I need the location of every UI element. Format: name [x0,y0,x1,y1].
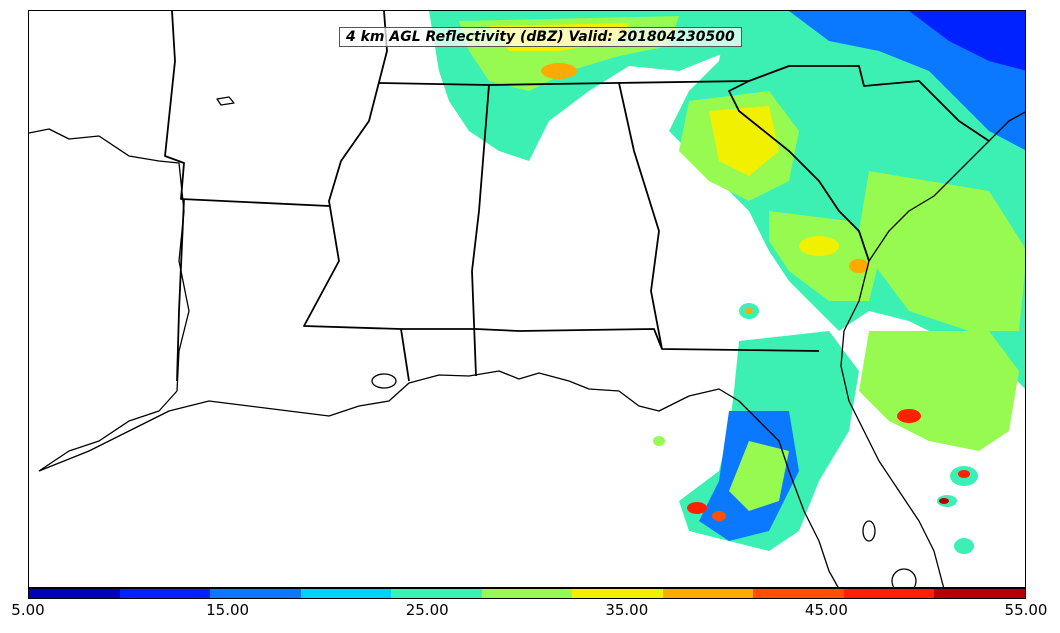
colorbar-swatch [481,589,573,598]
reflectivity-region-atlantic [859,331,1019,451]
state-borders [164,11,990,382]
colorbar-swatch [391,589,482,598]
reflectivity-cell [897,409,921,423]
reflectivity-cell [712,511,726,521]
coastline [868,111,1025,262]
lake [216,96,235,106]
reflectivity-cell [687,502,707,514]
state-border [164,11,330,207]
colorbar-swatch [843,589,935,598]
reflectivity-cell [799,236,839,256]
island [891,568,917,587]
colorbar-swatch [300,589,392,598]
reflectivity-cell [958,470,970,478]
coastline [29,128,190,472]
state-border [378,80,750,86]
colorbar-swatch [210,589,301,598]
colorbar-tick-label: 45.00 [804,601,848,619]
reflectivity-region-georgia-core [709,106,779,176]
state-border [303,11,410,382]
state-border [401,328,820,352]
colorbar-swatch [662,589,754,598]
reflectivity-cell [745,308,753,314]
colorbar-swatch [572,589,663,598]
coastline [840,260,945,587]
map-title: 4 km AGL Reflectivity (dBZ) Valid: 20180… [339,27,742,47]
reflectivity-cell [849,259,869,273]
state-border [728,80,870,262]
reflectivity-region-northeast-deep [909,11,1025,71]
colorbar-swatch [29,589,120,598]
reflectivity-region-carolina [859,171,1025,331]
island [371,373,397,389]
map-canvas [29,11,1025,587]
colorbar-swatch [934,589,1026,598]
map-panel: 4 km AGL Reflectivity (dBZ) Valid: 20180… [28,10,1026,588]
island [862,520,876,542]
colorbar-tick-label: 55.00 [1004,601,1048,619]
reflectivity-region-florida-core [729,441,789,511]
colorbar-tick-label: 15.00 [206,601,250,619]
state-border [618,82,663,350]
coastline [38,370,839,587]
colorbar-tick-label: 25.00 [405,601,449,619]
reflectivity-cell [939,498,949,504]
state-border [176,198,185,382]
state-border [471,84,490,377]
state-border [748,65,990,142]
reflectivity-cell [954,538,974,554]
coastlines [29,96,1025,587]
colorbar-tick-label: 35.00 [605,601,649,619]
colorbar [28,588,1026,599]
reflectivity-field [429,11,1025,554]
reflectivity-region-sc-coast [769,211,879,301]
reflectivity-cell [653,436,665,446]
colorbar-swatch [119,589,211,598]
reflectivity-cell [541,63,577,79]
colorbar-tick-label: 5.00 [11,601,45,619]
colorbar-swatch [753,589,844,598]
